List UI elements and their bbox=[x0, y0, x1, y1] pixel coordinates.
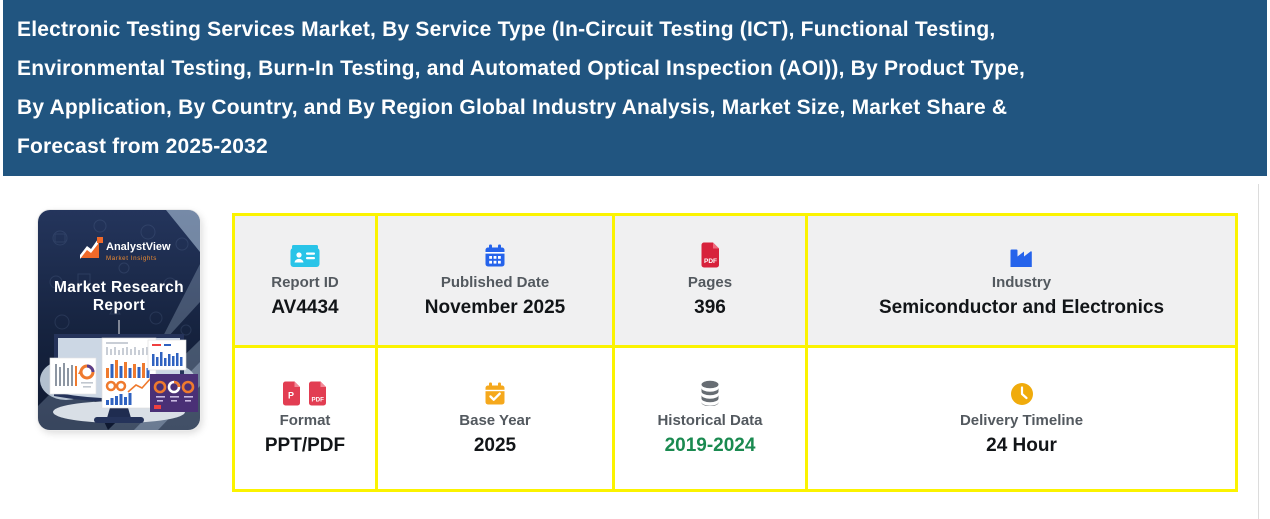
chart-card-purple bbox=[150, 374, 198, 412]
meta-value: 24 Hour bbox=[986, 435, 1057, 456]
report-cover-thumbnail: AnalystView Market Insights Market Resea… bbox=[38, 210, 200, 430]
chart-card-right-top bbox=[147, 339, 187, 371]
chart-card-left bbox=[49, 357, 97, 395]
svg-text:PDF: PDF bbox=[704, 258, 717, 265]
pdf-file-icon: PDF bbox=[700, 242, 721, 268]
meta-value: November 2025 bbox=[424, 297, 566, 318]
calendar-check-icon bbox=[483, 380, 507, 406]
chart-card-center bbox=[101, 337, 157, 409]
report-title-line: Electronic Testing Services Market, By S… bbox=[17, 18, 996, 41]
format-cell: P PDF Format PPT/PDF bbox=[235, 348, 378, 489]
meta-value: Semiconductor and Electronics bbox=[878, 297, 1165, 318]
meta-value: 2025 bbox=[473, 435, 517, 456]
industry-cell: Industry Semiconductor and Electronics bbox=[808, 216, 1235, 348]
meta-label: Industry bbox=[991, 274, 1052, 291]
meta-label: Base Year bbox=[459, 412, 531, 429]
svg-text:Market Insights: Market Insights bbox=[106, 255, 157, 262]
svg-text:PDF: PDF bbox=[312, 397, 325, 404]
report-title-line: Environmental Testing, Burn-In Testing, … bbox=[17, 57, 1026, 80]
meta-label: Published Date bbox=[440, 274, 550, 291]
meta-label: Format bbox=[279, 412, 331, 429]
cover-title: Market Research Report bbox=[54, 279, 184, 350]
pages-cell: PDF Pages 396 bbox=[615, 216, 808, 348]
meta-value: AV4434 bbox=[271, 297, 339, 318]
database-icon bbox=[699, 380, 721, 406]
meta-label: Historical Data bbox=[657, 412, 763, 429]
calendar-icon bbox=[483, 242, 507, 268]
meta-label: Delivery Timeline bbox=[959, 412, 1084, 429]
meta-value: 2019-2024 bbox=[664, 435, 756, 456]
svg-text:Market Research: Market Research bbox=[54, 279, 184, 296]
historical-data-cell: Historical Data 2019-2024 bbox=[615, 348, 808, 489]
meta-value: PPT/PDF bbox=[264, 435, 346, 456]
svg-text:Report: Report bbox=[93, 297, 145, 314]
report-meta-table: Report ID AV4434 Published Date November… bbox=[232, 213, 1238, 492]
clock-icon bbox=[1010, 380, 1034, 406]
report-title-line: By Application, By Country, and By Regio… bbox=[17, 96, 1008, 119]
meta-value: 396 bbox=[694, 297, 726, 318]
report-title-line: Forecast from 2025-2032 bbox=[17, 135, 268, 158]
meta-label: Pages bbox=[687, 274, 733, 291]
delivery-timeline-cell: Delivery Timeline 24 Hour bbox=[808, 348, 1235, 489]
pdf-file-icon: PDF bbox=[309, 381, 326, 406]
published-date-cell: Published Date November 2025 bbox=[378, 216, 615, 348]
id-card-icon bbox=[290, 242, 320, 268]
page-edge-divider bbox=[1258, 184, 1259, 519]
cover-pattern bbox=[49, 219, 192, 336]
industry-icon bbox=[1009, 242, 1035, 268]
base-year-cell: Base Year 2025 bbox=[378, 348, 615, 489]
meta-label: Report ID bbox=[271, 274, 339, 291]
ppt-pdf-icons: P PDF bbox=[282, 380, 328, 406]
ppt-file-icon: P bbox=[283, 381, 300, 406]
svg-text:P: P bbox=[288, 391, 294, 401]
analystview-logo: AnalystView Market Insights bbox=[80, 237, 171, 262]
report-id-cell: Report ID AV4434 bbox=[235, 216, 378, 348]
report-title-banner: Electronic Testing Services Market, By S… bbox=[3, 0, 1267, 176]
report-cover-art: AnalystView Market Insights Market Resea… bbox=[38, 210, 200, 430]
svg-text:AnalystView: AnalystView bbox=[106, 241, 171, 253]
